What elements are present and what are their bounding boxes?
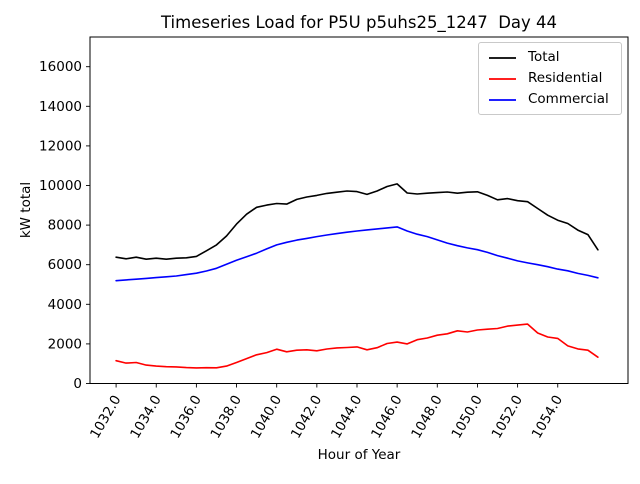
- y-tick-label: 6000: [48, 257, 82, 273]
- legend-line-residential-icon: [489, 77, 516, 80]
- y-tick-label: 2000: [48, 336, 82, 352]
- legend-item-commercial: Commercial: [488, 91, 612, 108]
- y-axis-ticks: 0 2000 4000 6000 8000 10000 12000 14000 16000: [39, 59, 90, 392]
- plot-area-border: [89, 36, 629, 384]
- y-tick-label: 12000: [39, 138, 82, 154]
- chart-title: Timeseries Load for P5U p5uhs25_1247 Day…: [160, 13, 557, 33]
- series-line-total: [115, 183, 599, 261]
- y-tick-label: 0: [73, 376, 82, 392]
- series-lines: [115, 183, 599, 369]
- y-tick-label: 8000: [48, 218, 82, 234]
- legend-label-total: Total: [528, 49, 560, 65]
- y-axis-label: kW total: [18, 182, 34, 238]
- y-tick-label: 4000: [48, 297, 82, 313]
- legend-label-commercial: Commercial: [528, 91, 609, 107]
- y-tick-label: 14000: [39, 99, 82, 115]
- y-tick-label: 16000: [39, 59, 82, 75]
- legend: Total Residential Commercial: [478, 42, 622, 115]
- legend-item-residential: Residential: [488, 70, 612, 87]
- series-line-residential: [115, 323, 599, 369]
- series-line-commercial: [115, 226, 599, 282]
- y-tick-label: 10000: [39, 178, 82, 194]
- legend-item-total: Total: [488, 49, 612, 66]
- legend-label-residential: Residential: [528, 70, 603, 86]
- legend-line-commercial-icon: [489, 98, 516, 101]
- x-axis-label: Hour of Year: [318, 447, 401, 463]
- legend-line-total-icon: [489, 56, 516, 59]
